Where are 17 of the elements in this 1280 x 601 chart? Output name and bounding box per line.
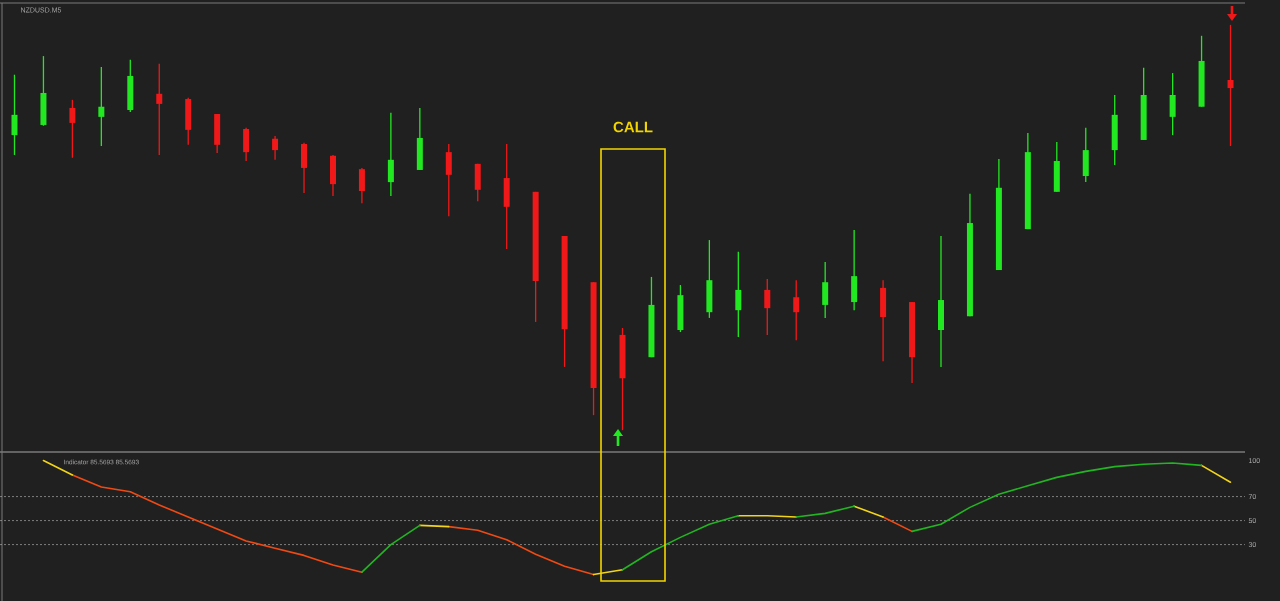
candlestick <box>764 278 771 336</box>
candlestick <box>243 127 250 162</box>
candlestick <box>11 74 18 156</box>
candlestick <box>156 63 163 156</box>
candlestick <box>358 167 365 204</box>
candlestick <box>735 251 742 338</box>
annotation: CALL <box>613 121 653 133</box>
candlestick <box>822 261 829 319</box>
candlestick <box>98 66 105 147</box>
candlestick <box>793 279 800 341</box>
candlestick <box>272 135 279 161</box>
candlestick <box>1169 72 1176 136</box>
candlestick <box>387 112 394 197</box>
candlestick <box>445 143 452 217</box>
candlestick <box>1227 24 1234 147</box>
candlestick <box>301 142 308 194</box>
candlestick <box>69 99 76 159</box>
